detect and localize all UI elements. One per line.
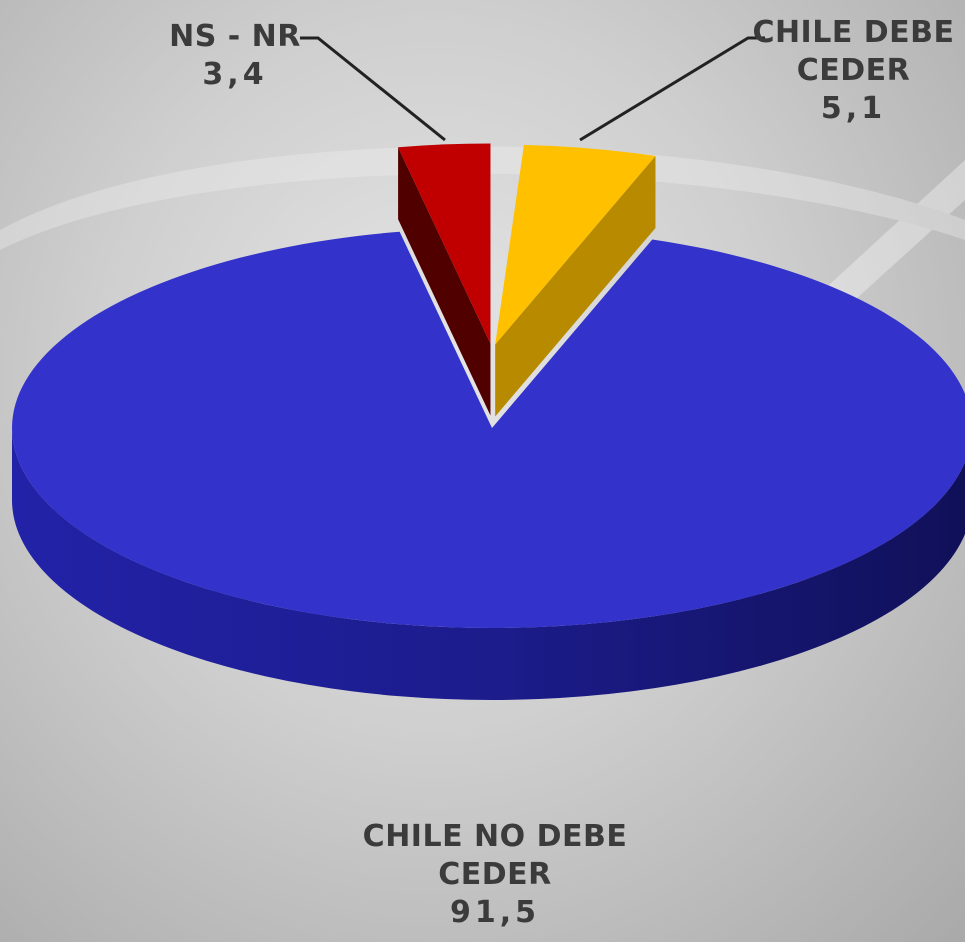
leader-lines	[300, 36, 765, 142]
label-chile-debe-ceder-value: 5,1	[820, 91, 887, 126]
label-ns-nr-name: NS - NR	[169, 19, 301, 54]
slice-chile-debe-ceder	[495, 144, 656, 345]
label-chile-no-debe-ceder: CHILE NO DEBE CEDER 91,5	[330, 818, 660, 932]
pie-group	[12, 143, 965, 700]
label-chile-no-debe-ceder-line1: CHILE NO DEBE	[362, 819, 628, 854]
label-chile-debe-ceder: CHILE DEBE CEDER 5,1	[742, 14, 965, 128]
slice-wall-ns	[398, 147, 491, 416]
label-ns-nr-value: 3,4	[202, 57, 268, 92]
slice-side-chile-no-debe-ceder	[12, 428, 965, 700]
leader-line-ns-nr	[300, 36, 446, 142]
label-chile-debe-ceder-line2: CEDER	[796, 53, 911, 88]
label-ns-nr: NS - NR 3,4	[160, 18, 310, 94]
label-chile-no-debe-ceder-value: 91,5	[449, 895, 541, 930]
leader-line-chile-debe-ceder	[579, 36, 765, 142]
slice-chile-no-debe-ceder	[12, 231, 965, 628]
slice-wall-si	[495, 155, 656, 417]
slice-ns-nr	[398, 143, 491, 344]
label-chile-no-debe-ceder-line2: CEDER	[438, 857, 552, 892]
label-chile-debe-ceder-line1: CHILE DEBE	[752, 15, 955, 50]
